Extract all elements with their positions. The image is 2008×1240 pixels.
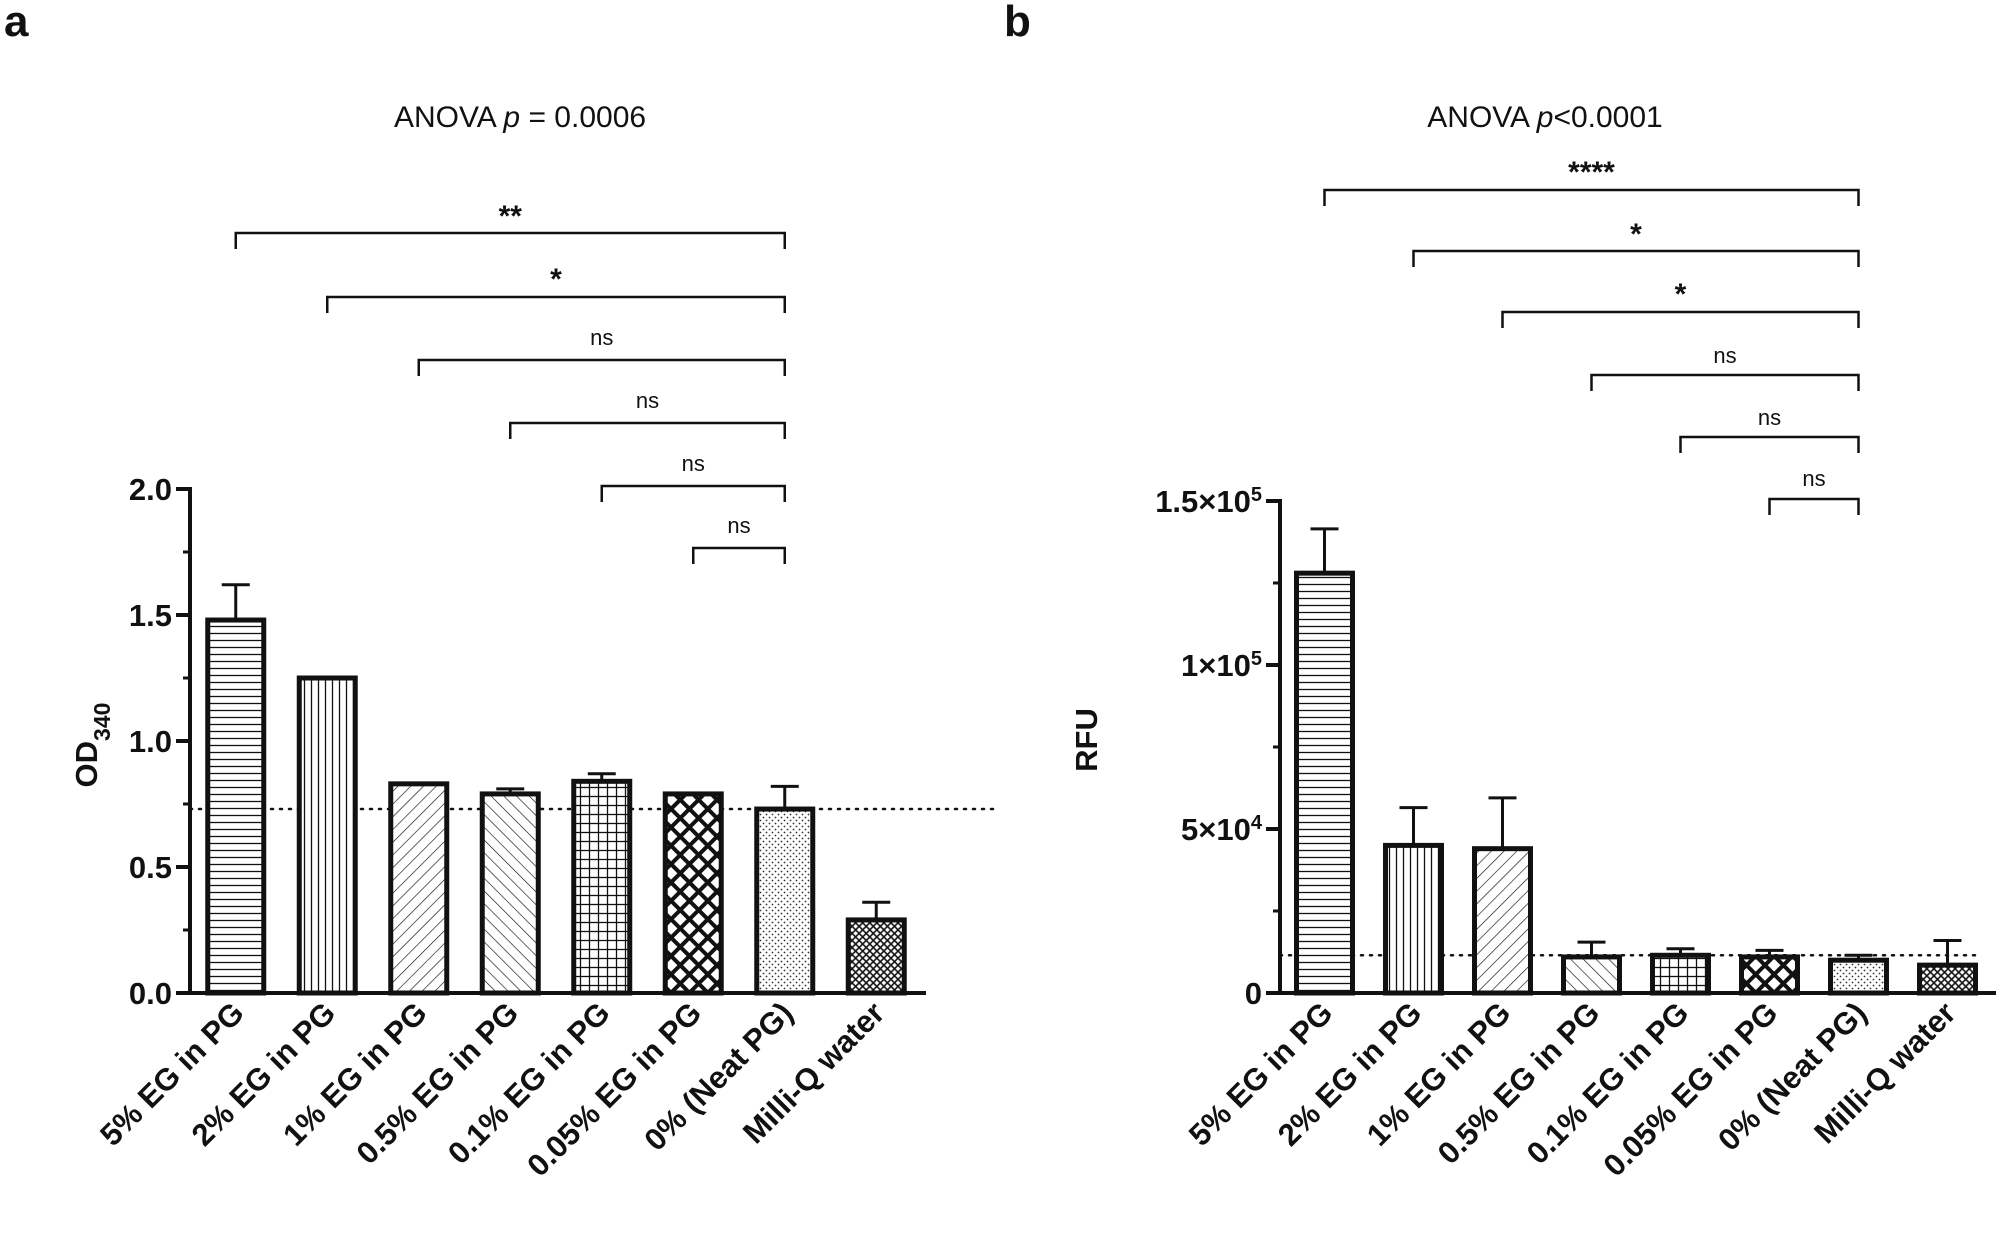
panel-a-bracket-label-5: ns <box>727 513 750 538</box>
panel-a-bar-5 <box>662 791 724 996</box>
panel-b-y-tick-label-exp-2: 5 <box>1251 648 1262 670</box>
panel-a-bracket-label-0: ** <box>499 200 523 233</box>
panel-a-bracket-label-4: ns <box>682 451 705 476</box>
panel-a-bar-3 <box>479 791 541 996</box>
panel-a-bar-0 <box>205 617 267 996</box>
panel-a-category-label-4: 0.1% EG in PG <box>441 995 617 1171</box>
panel-a-y-tick-label-0: 0.0 <box>129 976 172 1011</box>
panel-b-y-tick-label-exp-1: 4 <box>1251 812 1263 834</box>
panel-a-bracket-3 <box>509 421 786 439</box>
panel-b-title: ANOVA p<0.0001 <box>1427 101 1662 134</box>
panel-b-title-p: p <box>1536 101 1554 134</box>
panel-a-bar-1 <box>296 675 358 996</box>
panel-a-bar-2 <box>388 781 450 996</box>
panel-b-bar-3 <box>1561 954 1622 996</box>
panel-b-bracket-1 <box>1412 249 1860 267</box>
panel-b-bracket-2 <box>1501 310 1860 328</box>
panel-b-y-axis-title: RFU <box>1069 708 1104 772</box>
panel-b-y-tick-label-exp-3: 5 <box>1251 484 1262 506</box>
panel-b-bracket-label-4: ns <box>1758 405 1781 430</box>
panel-letter-a: a <box>4 0 29 46</box>
panel-a-bracket-2 <box>417 358 786 376</box>
panel-b-title-prefix: ANOVA <box>1427 101 1536 134</box>
panel-b-bar-2 <box>1472 846 1533 996</box>
panel-a-y-axis-title: OD340 <box>69 703 115 788</box>
panel-b-y-tick-label-base-3: 1.5×10 <box>1155 484 1251 519</box>
panel-b-bracket-3 <box>1590 373 1860 391</box>
panel-a-category-labels: 5% EG in PG2% EG in PG1% EG in PG0.5% EG… <box>93 995 891 1183</box>
panel-letter-b: b <box>1004 0 1031 46</box>
panel-b-bar-0 <box>1294 570 1355 996</box>
chart-panel-b: b ANOVA p<0.0001 RFU 05×1041×1051.5×105 … <box>1004 0 1996 1183</box>
panel-a-title-suffix: = 0.0006 <box>520 101 646 134</box>
panel-a-bracket-label-3: ns <box>636 388 659 413</box>
panel-b-bracket-label-5: ns <box>1802 466 1825 491</box>
panel-b-y-tick-label-base-2: 1×10 <box>1181 648 1251 683</box>
panel-b-y-tick-label-1: 5×104 <box>1181 812 1263 847</box>
panel-a-bar-7 <box>845 917 907 996</box>
panel-b-bracket-label-2: * <box>1675 278 1687 311</box>
panel-a-bracket-4 <box>600 484 786 502</box>
panel-a-bracket-label-1: * <box>550 263 562 296</box>
panel-a-ticks: 0.0 0.5 1.0 1.5 2.0 <box>129 472 190 1011</box>
panel-a-category-label-3: 0.5% EG in PG <box>349 995 525 1171</box>
panel-b-error-bars <box>1310 527 1962 966</box>
panel-b-bracket-5 <box>1768 497 1860 515</box>
panel-a-y-tick-label-4: 2.0 <box>129 472 172 507</box>
panel-b-category-label-3: 0.5% EG in PG <box>1431 995 1607 1171</box>
panel-b-bar-4 <box>1650 952 1711 996</box>
panel-a-title-prefix: ANOVA <box>394 101 503 134</box>
panel-a-title-p: p <box>502 101 520 134</box>
panel-a-bracket-0 <box>234 231 786 249</box>
panel-b-category-label-4: 0.1% EG in PG <box>1520 995 1696 1171</box>
panel-a-bars <box>205 617 907 996</box>
panel-b-bracket-label-1: * <box>1630 218 1642 251</box>
panel-a-error-bars <box>221 583 891 920</box>
panel-a-y-tick-label-3: 1.5 <box>129 598 172 633</box>
panel-b-bar-6 <box>1828 957 1889 996</box>
panel-b-bars <box>1294 570 1978 996</box>
panel-a-bracket-label-2: ns <box>590 325 613 350</box>
panel-a-bracket-1 <box>326 295 786 313</box>
panel-b-bar-1 <box>1383 842 1444 996</box>
panel-b-title-suffix: <0.0001 <box>1553 101 1662 134</box>
panel-a-bar-6 <box>754 806 816 996</box>
panel-b-bracket-0 <box>1323 188 1860 206</box>
panel-b-category-labels: 5% EG in PG2% EG in PG1% EG in PG0.5% EG… <box>1182 995 1963 1183</box>
panel-b-bracket-label-3: ns <box>1713 343 1736 368</box>
panel-b-y-tick-label-2: 1×105 <box>1181 648 1262 683</box>
panel-a-bracket-5 <box>692 546 786 564</box>
panel-a-y-axis-title-sub: 340 <box>89 703 115 741</box>
chart-panel-a: a ANOVA p = 0.0006 OD340 0.0 0.5 1.0 1.5 2.0… <box>4 0 997 1183</box>
panel-b-y-tick-label-0: 0 <box>1245 976 1262 1011</box>
panel-a-bar-4 <box>571 778 633 996</box>
panel-b-y-tick-label-base-1: 5×10 <box>1181 812 1251 847</box>
panel-a-y-axis-title-main: OD <box>69 741 104 788</box>
panel-b-bar-7 <box>1917 962 1978 996</box>
panel-b-bar-5 <box>1739 954 1800 996</box>
panel-b-bracket-4 <box>1679 435 1860 453</box>
panel-a-y-tick-label-2: 1.0 <box>129 724 172 759</box>
panel-a-title: ANOVA p = 0.0006 <box>394 101 646 134</box>
panel-b-y-tick-label-3: 1.5×105 <box>1155 484 1262 519</box>
panel-a-y-tick-label-1: 0.5 <box>129 850 172 885</box>
panel-b-bracket-label-0: **** <box>1568 156 1615 189</box>
